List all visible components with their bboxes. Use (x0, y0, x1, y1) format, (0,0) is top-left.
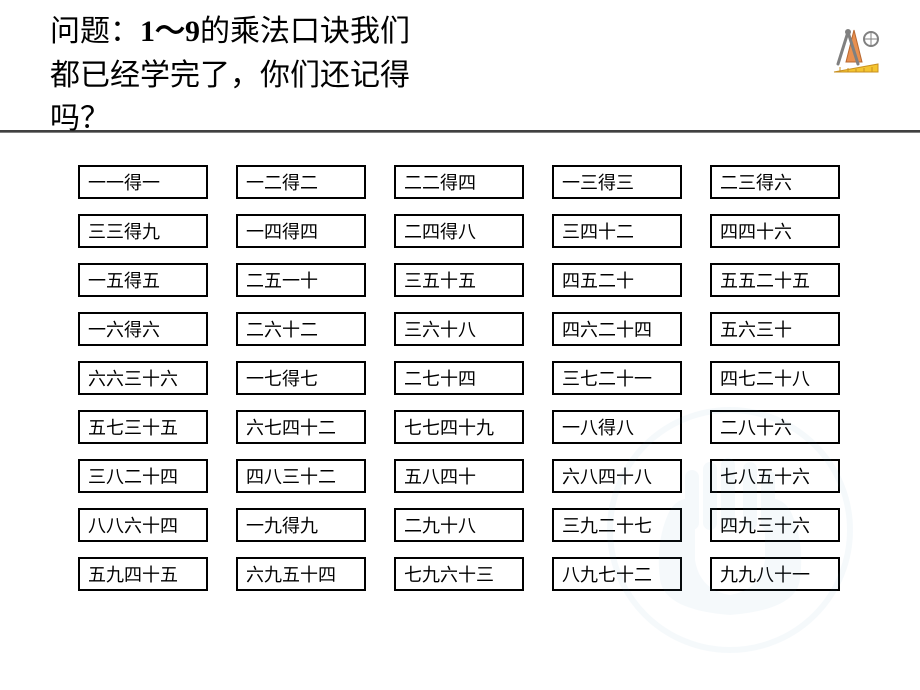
cell: 一九得九 (236, 508, 366, 542)
cell: 六七四十二 (236, 410, 366, 444)
cell: 二四得八 (394, 214, 524, 248)
cell: 三三得九 (78, 214, 208, 248)
cell: 一七得七 (236, 361, 366, 395)
cell: 一四得四 (236, 214, 366, 248)
cell: 四六二十四 (552, 312, 682, 346)
title-area: 问题：1～9的乘法口诀我们 都已经学完了，你们还记得 吗？ (0, 10, 920, 141)
cell: 三六十八 (394, 312, 524, 346)
cell: 五六三十 (710, 312, 840, 346)
cell: 二三得六 (710, 165, 840, 199)
hands-watermark-icon (600, 400, 860, 660)
cell: 五七三十五 (78, 410, 208, 444)
cell: 四八三十二 (236, 459, 366, 493)
cell: 一五得五 (78, 263, 208, 297)
cell: 三四十二 (552, 214, 682, 248)
cell: 三八二十四 (78, 459, 208, 493)
cell: 二九十八 (394, 508, 524, 542)
cell: 一三得三 (552, 165, 682, 199)
cell: 六九五十四 (236, 557, 366, 591)
cell: 四四十六 (710, 214, 840, 248)
cell: 七九六十三 (394, 557, 524, 591)
cell: 一一得一 (78, 165, 208, 199)
cell: 四五二十 (552, 263, 682, 297)
slide: 问题：1～9的乘法口诀我们 都已经学完了，你们还记得 吗？ 一一得一 一二得二 … (0, 0, 920, 690)
math-tools-icon (826, 24, 886, 84)
cell: 二二得四 (394, 165, 524, 199)
cell: 四七二十八 (710, 361, 840, 395)
cell: 五八四十 (394, 459, 524, 493)
cell: 一六得六 (78, 312, 208, 346)
cell: 二五一十 (236, 263, 366, 297)
cell: 一二得二 (236, 165, 366, 199)
title-line-3: 吗？ (50, 97, 870, 141)
cell: 六六三十六 (78, 361, 208, 395)
title-suffix: 的乘法口诀我们 (200, 15, 410, 48)
cell: 二六十二 (236, 312, 366, 346)
cell: 五九四十五 (78, 557, 208, 591)
title-prefix: 问题： (50, 15, 140, 48)
cell: 八八六十四 (78, 508, 208, 542)
title-bold: 1～9 (140, 15, 200, 48)
cell: 二七十四 (394, 361, 524, 395)
title-line-1: 问题：1～9的乘法口诀我们 (50, 10, 870, 54)
title-line-2: 都已经学完了，你们还记得 (50, 54, 870, 98)
cell: 七七四十九 (394, 410, 524, 444)
cell: 三七二十一 (552, 361, 682, 395)
cell: 五五二十五 (710, 263, 840, 297)
cell: 三五十五 (394, 263, 524, 297)
